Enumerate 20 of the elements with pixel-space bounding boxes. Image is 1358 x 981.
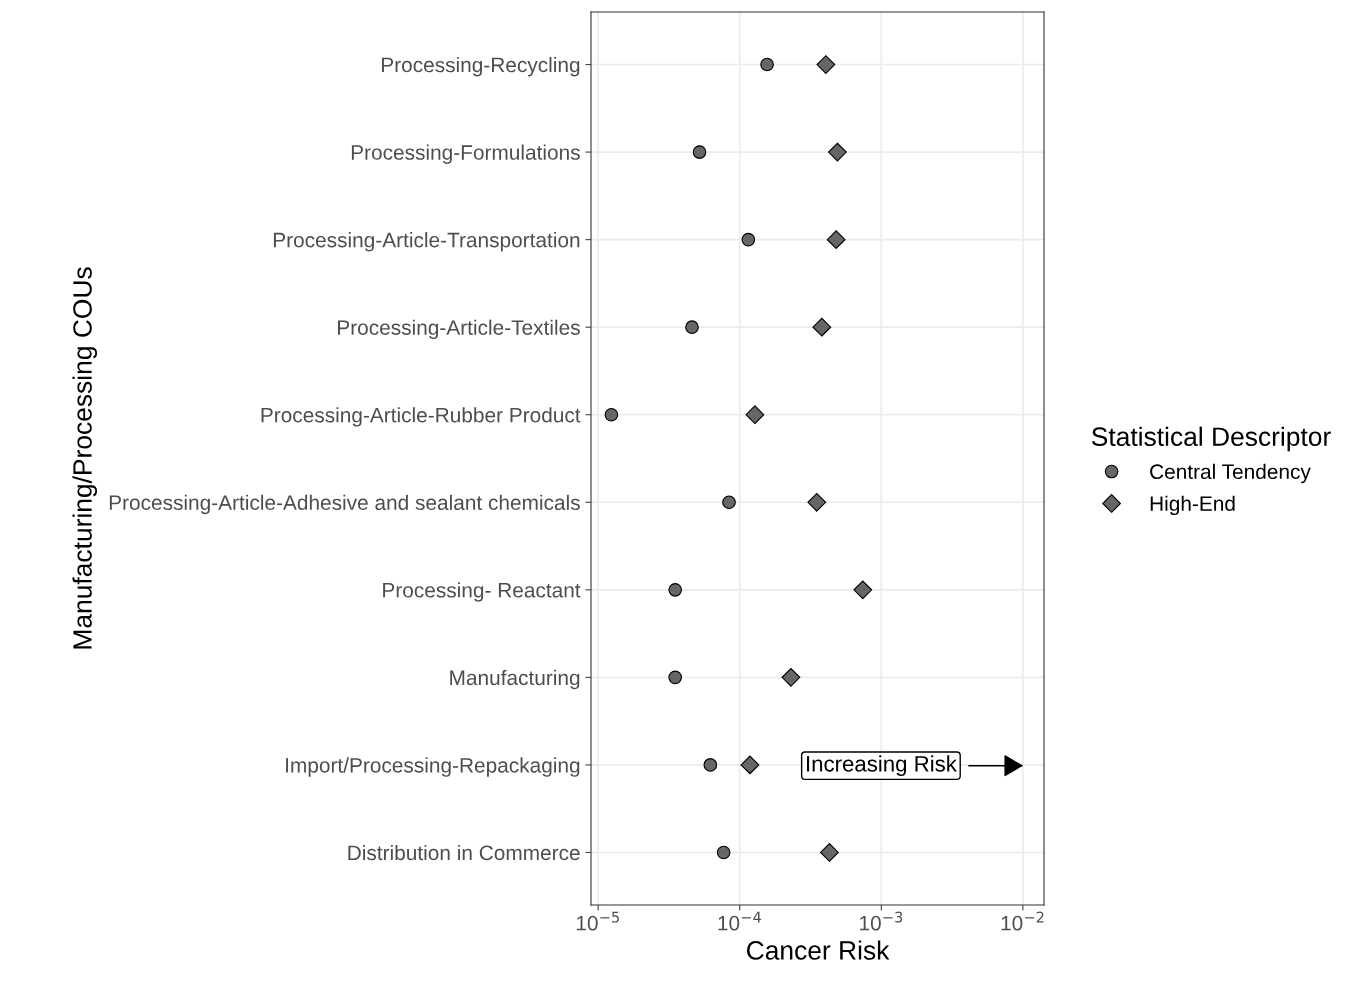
y-tick-label: Distribution in Commerce [348, 844, 580, 861]
x-tick-label: 10$^{−4}$ [718, 911, 761, 931]
y-tick-label: Processing-Recycling [381, 56, 580, 77]
y-tick-label: Manufacturing [450, 669, 580, 690]
y-tick-label: Import/Processing-Repackaging [286, 757, 580, 777]
x-tick-label: 10$^{−5}$ [576, 911, 619, 931]
legend-label: High-End [1150, 495, 1235, 516]
x-tick-label: 10$^{−2}$ [1001, 911, 1044, 931]
y-tick-label: Processing-Article-Textiles [338, 319, 580, 340]
legend-title: Statistical Descriptor [1091, 426, 1331, 452]
legend-label: Central Tendency [1150, 463, 1311, 484]
x-tick-label: 10$^{−3}$ [860, 911, 903, 931]
y-axis-title: Manufacturing/Processing COUs [72, 267, 98, 649]
y-tick-label: Processing- Reactant [383, 582, 581, 602]
y-tick-label: Processing-Article-Adhesive and sealant chemicals [109, 494, 580, 515]
x-axis-title: Cancer Risk [746, 940, 890, 960]
y-tick-label: Processing-Formulations [351, 144, 580, 164]
annotation: Increasing Risk [807, 755, 957, 777]
y-tick-label: Processing-Article-Rubber Product [261, 407, 581, 427]
y-tick-label: Processing-Article-Transportation [273, 232, 580, 252]
